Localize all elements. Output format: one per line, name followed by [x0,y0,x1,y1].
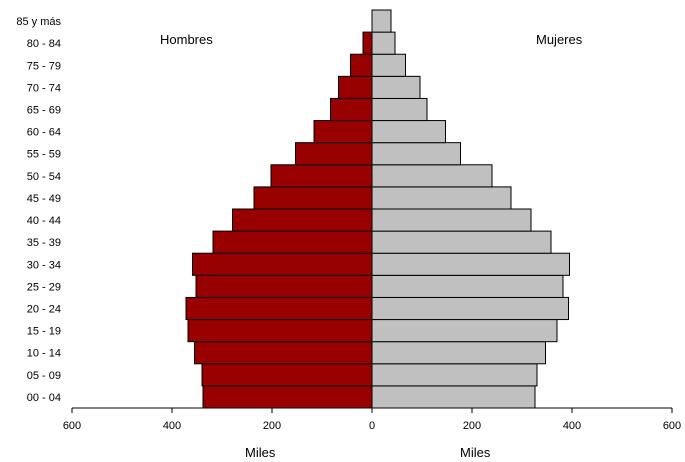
category-label: 10 - 14 [27,348,61,360]
bar-hombres-80---84 [362,31,373,55]
bar-hombres-70---74 [338,75,373,99]
category-label: 05 - 09 [27,370,61,382]
bar-hombres-30---34 [192,252,373,276]
bar-mujeres-05---09 [371,363,538,387]
x-tick-label: 200 [463,420,481,432]
category-label: 20 - 24 [27,304,61,316]
category-labels-group: 00 - 04 05 - 09 10 - 14 15 - 19 20 - 24 25 - … [16,16,61,404]
bar-hombres-15---19 [187,319,373,343]
category-label: 40 - 44 [27,215,61,227]
bar-hombres-65---69 [330,97,373,122]
bar-hombres-10---14 [194,341,373,365]
bar-hombres-40---44 [232,208,373,232]
bar-mujeres-70---74 [371,75,421,99]
bar-mujeres-65---69 [371,97,428,122]
bar-mujeres-80---84 [371,31,396,55]
bar-hombres-00---04 [202,385,373,409]
bar-mujeres-55---59 [371,142,461,166]
bar-mujeres-50---54 [371,164,493,188]
bar-mujeres-30---34 [371,252,570,276]
category-label: 45 - 49 [27,193,61,205]
bar-mujeres-60---64 [371,120,446,144]
x-axis-title-right: Miles [460,445,491,460]
bar-hombres-05---09 [201,363,373,387]
x-tick-label: 0 [369,420,375,432]
bar-mujeres-85-y-más [371,9,392,33]
bar-mujeres-15---19 [371,319,558,343]
category-label: 65 - 69 [27,105,61,117]
x-tick-label: 400 [563,420,581,432]
bar-mujeres-75---79 [371,53,406,77]
x-tick-label: 400 [163,420,181,432]
bar-hombres-35---39 [212,230,373,254]
bar-hombres-75---79 [350,53,373,77]
tick-marks-group [71,408,673,413]
bar-mujeres-35---39 [371,230,552,254]
bar-mujeres-45---49 [371,186,512,210]
category-label: 80 - 84 [27,38,61,50]
bar-hombres-50---54 [270,164,373,188]
category-label: 50 - 54 [27,171,61,183]
category-label: 55 - 59 [27,149,61,161]
bar-mujeres-20---24 [371,296,569,321]
bar-hombres-60---64 [313,120,373,144]
category-label: 25 - 29 [27,281,61,293]
series-label-hombres: Hombres [160,32,213,47]
x-tick-labels-group: 600 400 200 0 200 400 600 [63,420,681,432]
female-bars-group [371,9,570,409]
bar-hombres-20---24 [185,296,373,321]
bar-mujeres-40---44 [371,208,532,232]
bar-mujeres-25---29 [371,274,564,298]
category-label: 85 y más [16,16,61,28]
category-label: 70 - 74 [27,82,61,94]
x-tick-label: 200 [263,420,281,432]
axes-group [72,10,672,409]
category-label: 15 - 19 [27,326,61,338]
category-label: 60 - 64 [27,127,61,139]
bar-hombres-55---59 [295,142,373,166]
male-bars-group [185,31,373,409]
bar-mujeres-10---14 [371,341,546,365]
category-label: 30 - 34 [27,259,61,271]
category-label: 35 - 39 [27,237,61,249]
x-tick-label: 600 [663,420,681,432]
bar-mujeres-00---04 [371,385,536,409]
category-label: 75 - 79 [27,60,61,72]
x-axis-title-left: Miles [245,445,276,460]
series-label-mujeres: Mujeres [536,32,583,47]
bar-hombres-45---49 [253,186,373,210]
bar-hombres-25---29 [195,274,373,298]
category-label: 00 - 04 [27,392,61,404]
x-tick-label: 600 [63,420,81,432]
